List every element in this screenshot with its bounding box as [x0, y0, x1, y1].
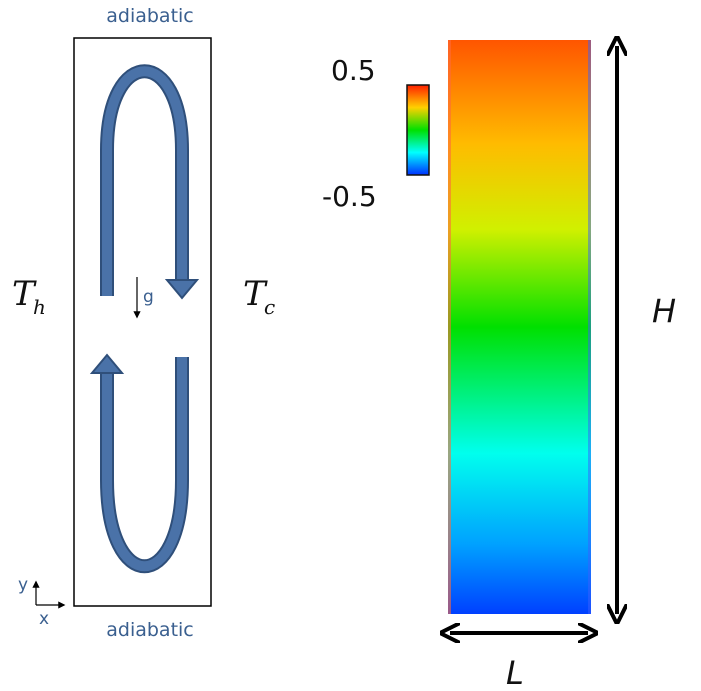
colorbar-max-label: 0.5	[331, 54, 376, 87]
cold-wall-edge	[588, 40, 591, 614]
hot-wall-label: T h	[12, 274, 46, 319]
gravity-label: g	[143, 287, 154, 307]
axis-y-label: y	[18, 575, 28, 595]
colorbar	[406, 84, 430, 176]
colorbar-min-label: -0.5	[322, 180, 377, 213]
cold-wall-label: T c	[243, 274, 275, 319]
upper-circulation-arrow	[100, 64, 200, 300]
svg-text:T: T	[12, 274, 37, 314]
temperature-field	[448, 40, 591, 614]
temperature-field-panel: 0.5 -0.5 H L	[322, 40, 676, 691]
svg-text:c: c	[264, 295, 275, 319]
bottom-adiabatic-label: adiabatic	[106, 619, 194, 641]
cavity-box	[73, 37, 212, 607]
svg-text:T: T	[243, 274, 268, 314]
top-adiabatic-label: adiabatic	[106, 5, 194, 27]
width-label: L	[506, 654, 524, 691]
height-label: H	[652, 292, 676, 330]
gravity-indicator: g	[133, 277, 154, 319]
hot-wall-edge	[448, 40, 451, 614]
svg-text:h: h	[33, 295, 46, 319]
axis-x-label: x	[39, 609, 49, 629]
cavity-schematic: adiabatic g T h T c	[12, 5, 275, 641]
lower-circulation-arrow	[89, 353, 189, 574]
coordinate-axes: y x	[18, 575, 66, 629]
